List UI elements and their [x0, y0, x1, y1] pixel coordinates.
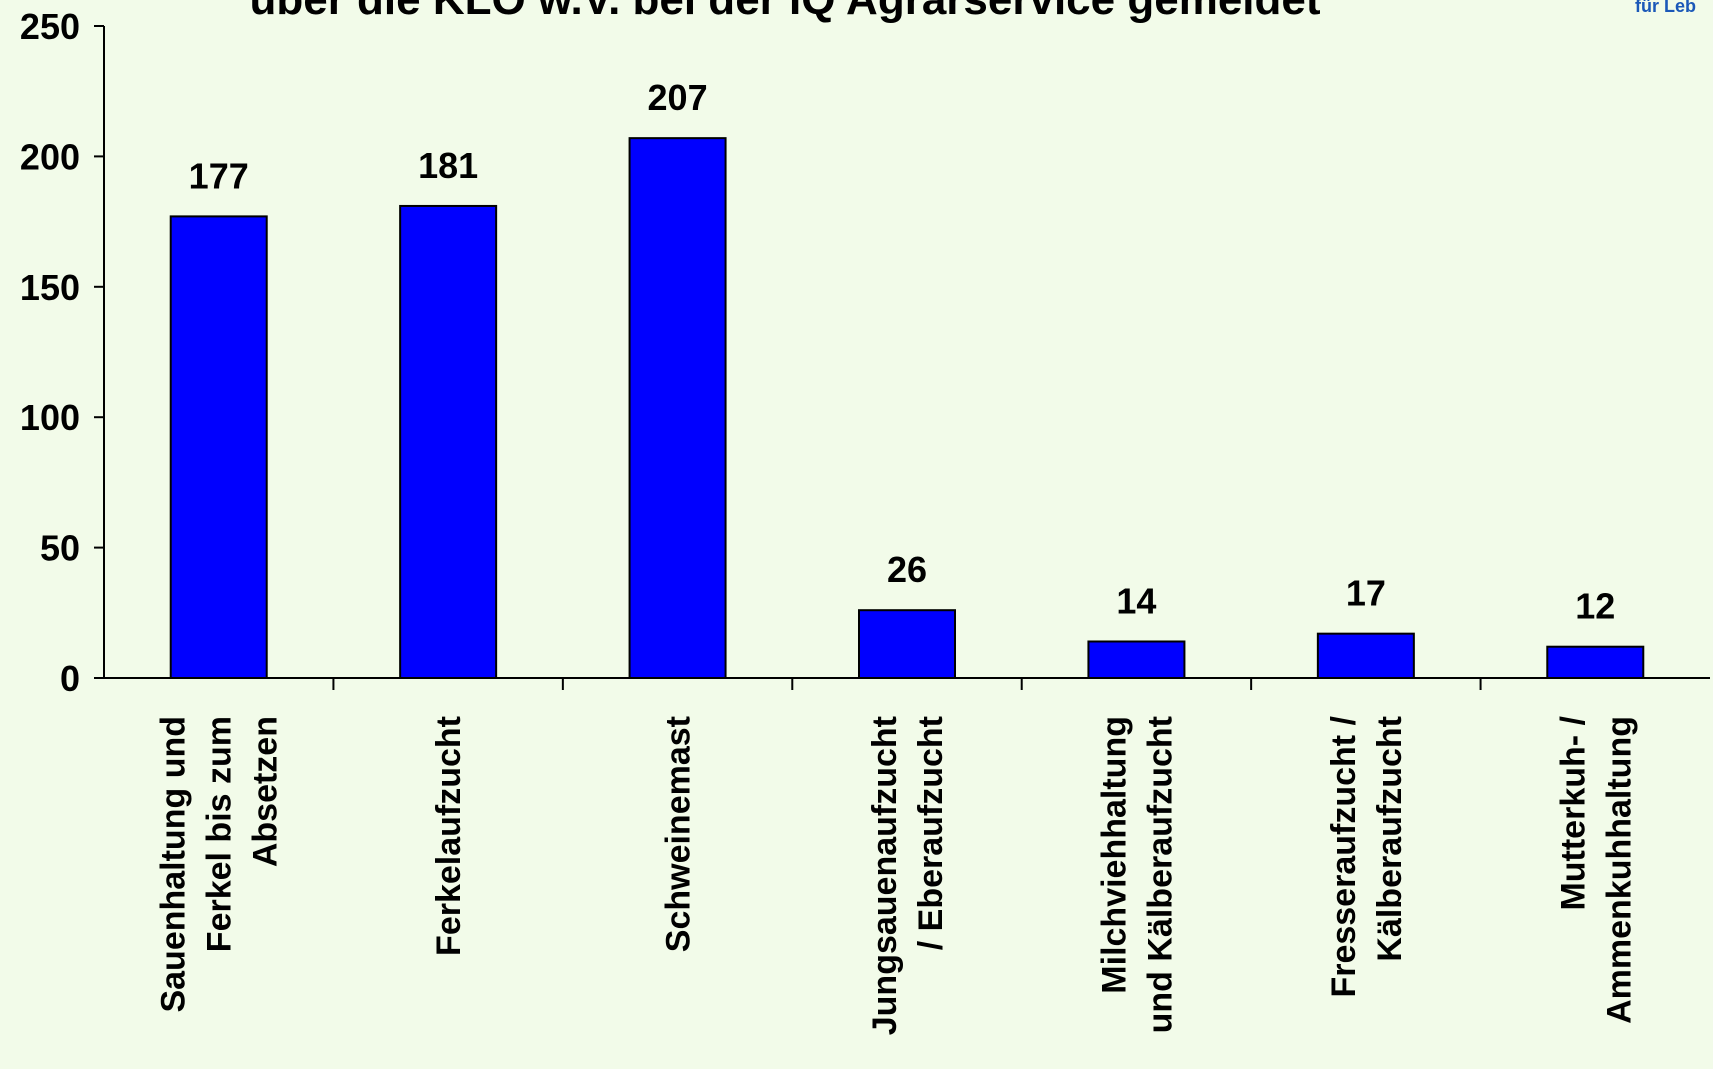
x-category-label-line: Sauenhaltung und [155, 716, 193, 1013]
x-category-label: Jungsauenaufzucht / Eberaufzucht [866, 716, 950, 1035]
bar [628, 137, 727, 680]
data-label: 17 [1346, 573, 1386, 614]
data-label: 177 [189, 155, 249, 196]
y-tick-label: 200 [20, 136, 80, 177]
x-category-label: Sauenhaltung und Ferkel bis zum Absetzen [155, 716, 285, 1013]
x-category-label-line: Milchviehhaltung [1095, 716, 1133, 994]
data-label: 207 [648, 77, 708, 118]
chart-title: über die KLO w.V. bei der IQ Agrarservic… [249, 0, 1320, 24]
x-category-label-line: Mutterkuh- / [1554, 715, 1592, 910]
x-category-label-line: Fresseraufzucht / [1325, 715, 1363, 997]
data-label: 181 [418, 145, 478, 186]
data-label: 12 [1575, 586, 1615, 627]
bar [1316, 632, 1415, 679]
y-tick-label: 0 [60, 658, 80, 699]
x-category-label-line: Ferkel bis zum [201, 716, 239, 952]
bar [858, 609, 956, 680]
x-category-label-line: Absetzen [247, 716, 285, 867]
x-category-label-line: und Kälberaufzucht [1141, 716, 1179, 1033]
x-category-label: Ferkelaufzucht [430, 716, 468, 956]
data-label: 14 [1116, 580, 1156, 621]
bar [399, 204, 498, 679]
x-category-label-line: Schweinemast [660, 716, 698, 952]
x-axis-category-labels: Sauenhaltung und Ferkel bis zum Absetzen Fe… [155, 715, 1639, 1035]
bar [1087, 640, 1186, 679]
x-category-label: Milchviehhaltung und Kälberaufzucht [1095, 716, 1179, 1033]
data-label: 26 [887, 549, 927, 590]
x-category-label: Schweinemast [660, 716, 698, 952]
bar [1546, 645, 1645, 679]
data-labels: 177 181 207 26 14 17 12 [189, 77, 1616, 627]
x-category-label: Fresseraufzucht / Kälberaufzucht [1325, 715, 1409, 997]
y-axis-ticks: 0 50 100 150 200 250 [20, 6, 104, 699]
x-category-label: Mutterkuh- / Ammenkuhhaltung [1554, 715, 1638, 1023]
axes [103, 26, 1710, 690]
bar [169, 215, 268, 679]
brand-logo-text: für Leb [1635, 0, 1696, 16]
x-category-label-line: Jungsauenaufzucht [866, 716, 904, 1035]
x-category-label-line: / Eberaufzucht [912, 716, 950, 950]
x-category-label-line: Ammenkuhhaltung [1600, 716, 1638, 1024]
y-tick-label: 150 [20, 267, 80, 308]
y-tick-label: 250 [20, 6, 80, 47]
y-tick-label: 50 [40, 528, 80, 569]
x-category-label-line: Ferkelaufzucht [430, 716, 468, 956]
y-tick-label: 100 [20, 397, 80, 438]
x-category-label-line: Kälberaufzucht [1371, 716, 1409, 962]
bars [169, 137, 1645, 680]
